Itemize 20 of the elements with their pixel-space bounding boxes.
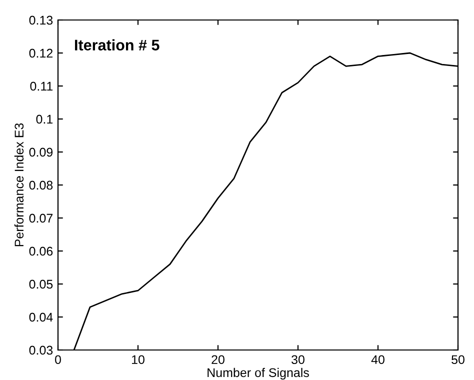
y-tick-label: 0.11 <box>30 82 53 91</box>
y-tick-label: 0.03 <box>29 346 53 355</box>
x-tick-label: 30 <box>292 355 304 364</box>
y-tick-label: 0.08 <box>29 180 53 190</box>
y-tick-label: 0.06 <box>29 246 53 256</box>
annotation: Iteration # 5 <box>75 39 160 50</box>
x-tick-label: 10 <box>132 355 144 364</box>
y-tick-label: 0.1 <box>36 114 53 124</box>
y-tick-label: 0.09 <box>29 148 53 157</box>
y-axis-title: Performance Index E3 <box>14 123 24 246</box>
y-tick-label: 0.12 <box>29 48 53 58</box>
y-tick-label: 0.04 <box>29 312 53 322</box>
x-tick-label: 40 <box>371 355 384 364</box>
x-tick-label: 50 <box>452 355 464 364</box>
y-tick-label: 0.07 <box>29 214 53 223</box>
y-tick-label: 0.13 <box>29 16 53 25</box>
y-tick-label: 0.05 <box>29 280 53 289</box>
x-tick-label: 0 <box>55 355 61 364</box>
x-axis-title: Number of Signals <box>208 368 309 380</box>
x-tick-label: 20 <box>212 355 224 364</box>
